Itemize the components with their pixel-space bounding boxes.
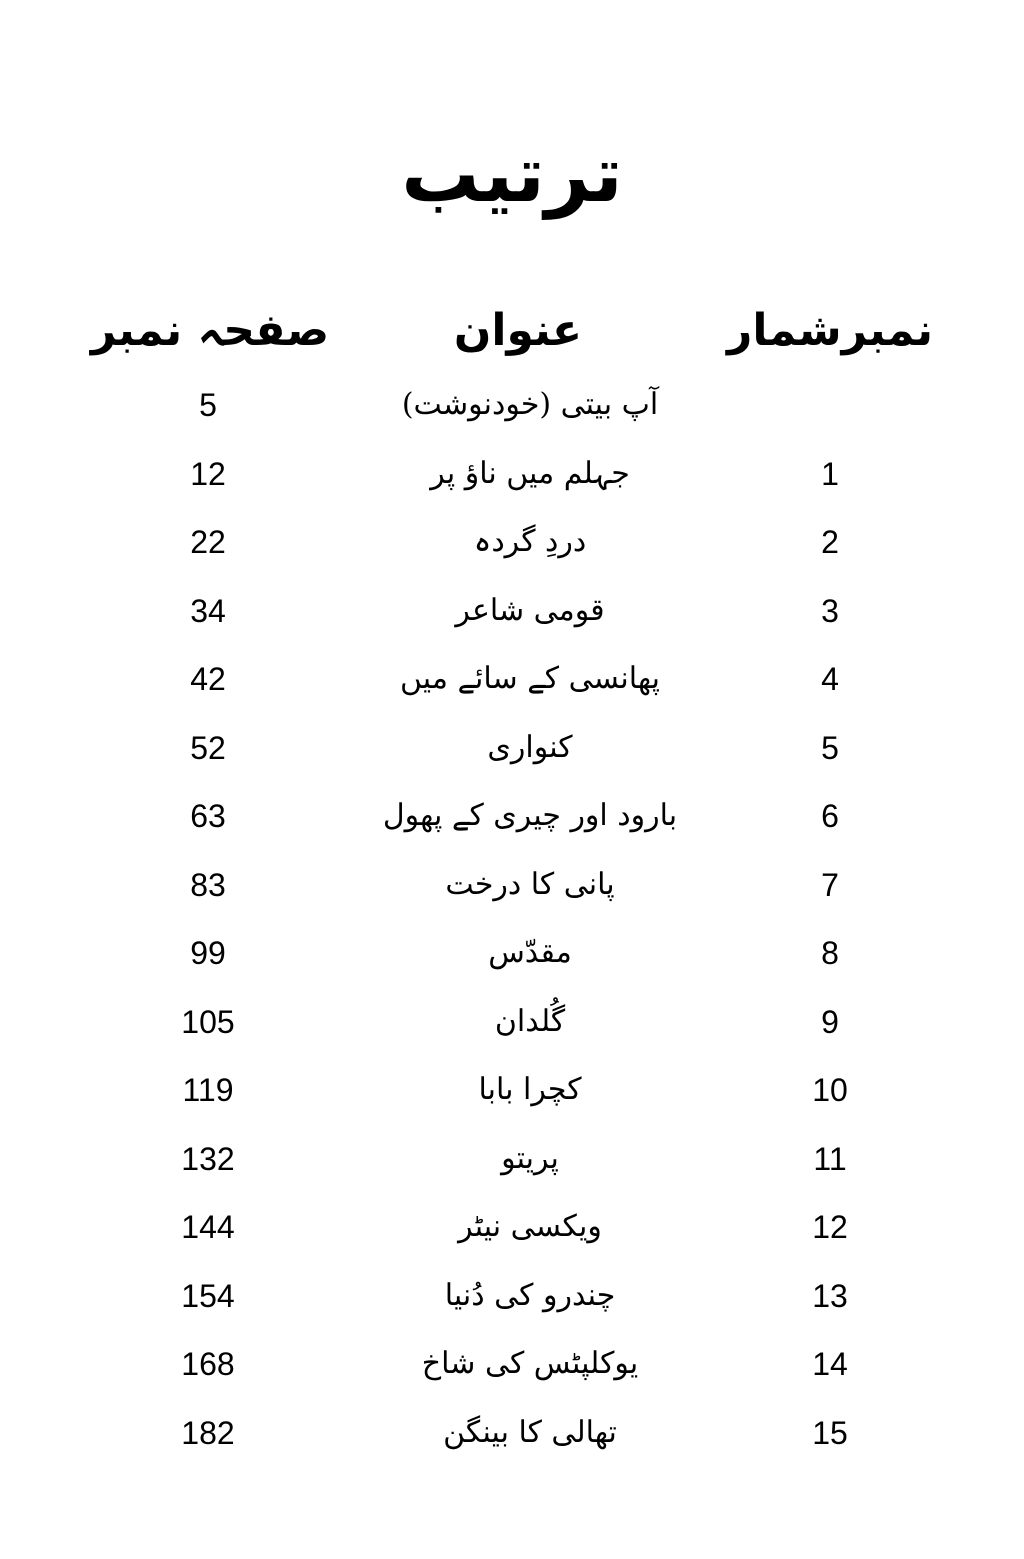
serial-number: 4	[821, 661, 839, 697]
page-title: ترتیب	[401, 130, 623, 220]
chapter-title: پھانسی کے سائے میں	[399, 661, 661, 696]
page-number: 119	[182, 1072, 234, 1108]
chapter-title: پریتو	[501, 1140, 559, 1176]
chapter-title: یوکلپٹس کی شاخ	[421, 1346, 639, 1381]
serial-number: 6	[821, 798, 839, 834]
serial-number: 5	[821, 729, 839, 766]
page-number: 99	[190, 935, 226, 971]
header-heading: عنوان	[453, 305, 583, 356]
serial-number: 13	[812, 1277, 848, 1314]
chapter-title: کچرا بابا	[478, 1072, 582, 1107]
serial-number: 10	[812, 1072, 848, 1108]
chapter-title: چندرو کی دُنیا	[444, 1277, 616, 1313]
serial-number: 1	[821, 455, 839, 492]
serial-number	[770, 380, 890, 430]
chapter-title: آپ بیتی (خودنوشت)	[401, 387, 659, 422]
serial-number: 11	[813, 1140, 847, 1177]
page-number: 105	[181, 1003, 235, 1040]
chapter-title: پانی کا درخت	[445, 866, 615, 902]
chapter-title: بارود اور چیری کے پھول	[382, 798, 678, 833]
page-number: 34	[190, 592, 226, 629]
serial-number: 7	[821, 866, 839, 903]
page-number: 182	[181, 1414, 235, 1451]
serial-number: 3	[821, 592, 839, 629]
serial-number: 14	[812, 1346, 848, 1382]
page-number: 63	[190, 798, 226, 834]
page-number: 168	[181, 1346, 235, 1382]
page-number: 22	[190, 524, 226, 560]
page-number: 144	[181, 1209, 235, 1245]
chapter-title: کنواری	[487, 729, 573, 765]
page-number: 5	[199, 387, 217, 423]
serial-number: 15	[812, 1414, 848, 1451]
page-number: 42	[190, 661, 226, 697]
chapter-title: تھالی کا بینگن	[443, 1414, 617, 1450]
chapter-title: مقدّس	[488, 935, 572, 970]
chapter-title: دردِ گردہ	[473, 524, 587, 559]
chapter-title: ویکسی نیٹر	[458, 1209, 602, 1244]
serial-number: 8	[821, 935, 839, 971]
page-number: 83	[190, 866, 226, 903]
header-serial: نمبرشمار	[727, 305, 933, 356]
page-number: 132	[181, 1140, 235, 1177]
page-number: 52	[190, 729, 226, 766]
page-number: 154	[181, 1277, 235, 1314]
chapter-title: قومی شاعر	[455, 592, 605, 628]
serial-number: 9	[821, 1003, 839, 1040]
chapter-title: جہلم میں ناؤ پر	[430, 455, 630, 491]
page-number: 12	[190, 455, 226, 492]
header-page: صفحہ نمبر	[90, 305, 330, 356]
serial-number: 12	[812, 1209, 848, 1245]
serial-number: 2	[821, 524, 839, 560]
chapter-title: گُلدان	[494, 1003, 566, 1039]
